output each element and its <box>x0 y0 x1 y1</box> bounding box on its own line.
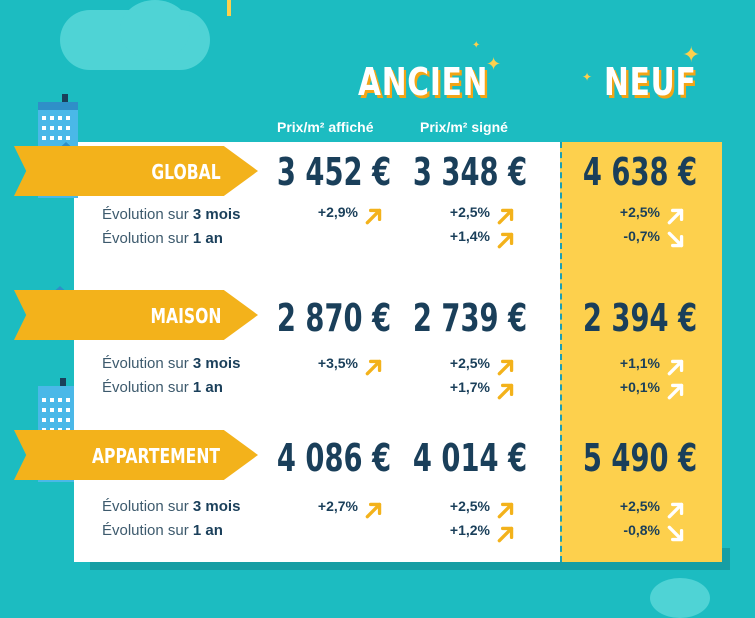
affiche-3m-value: +2,7% <box>317 498 358 514</box>
evolution-3-mois-label: Évolution sur 3 mois <box>102 498 241 515</box>
arrow-up-right-icon <box>667 383 684 400</box>
arrow-up-right-icon <box>365 359 382 376</box>
arrow-up-right-icon <box>667 502 684 519</box>
price-affiche: 2 870 € <box>276 296 392 340</box>
price-neuf: 2 394 € <box>582 296 698 340</box>
neuf-3m-value: +2,5% <box>619 498 660 514</box>
neuf-3m-value: +1,1% <box>619 355 660 371</box>
price-neuf: 4 638 € <box>582 150 698 194</box>
ribbon-label: MAISON <box>150 304 222 328</box>
evolution-1-an-label: Évolution sur 1 an <box>102 230 223 247</box>
arrow-up-right-icon <box>667 208 684 225</box>
neuf-1a-value: -0,7% <box>623 228 660 244</box>
signe-1a-value: +1,7% <box>449 379 490 395</box>
neuf-1a-value: -0,8% <box>623 522 660 538</box>
signe-3m-value: +2,5% <box>449 204 490 220</box>
ribbon-label: APPARTEMENT <box>91 444 221 468</box>
neuf-3m-value: +2,5% <box>619 204 660 220</box>
ribbon-global: GLOBAL <box>14 146 258 196</box>
ribbon-maison: MAISON <box>14 290 258 340</box>
signe-3m-value: +2,5% <box>449 498 490 514</box>
arrow-down-right-icon <box>667 525 684 542</box>
price-signe: 4 014 € <box>412 436 528 480</box>
cloud-decoration <box>120 0 190 60</box>
signe-1a-value: +1,4% <box>449 228 490 244</box>
ribbon-label: GLOBAL <box>151 160 221 184</box>
arrow-up-right-icon <box>497 383 514 400</box>
ancien-header: ANCIEN <box>358 60 489 104</box>
evolution-1-an-label: Évolution sur 1 an <box>102 522 223 539</box>
arrow-up-right-icon <box>497 526 514 543</box>
arrow-up-right-icon <box>497 359 514 376</box>
affiche-3m-value: +2,9% <box>317 204 358 220</box>
column-header-affiche: Prix/m² affiché <box>277 119 374 135</box>
sparkle-icon: ✦ <box>486 54 502 74</box>
evolution-3-mois-label: Évolution sur 3 mois <box>102 206 241 223</box>
price-neuf: 5 490 € <box>582 436 698 480</box>
ancien-panel <box>74 142 560 562</box>
arrow-up-right-icon <box>667 359 684 376</box>
price-affiche: 4 086 € <box>276 436 392 480</box>
arrow-up-right-icon <box>497 232 514 249</box>
ribbon-appartement: APPARTEMENT <box>14 430 258 480</box>
arrow-up-right-icon <box>365 208 382 225</box>
column-header-signe: Prix/m² signé <box>420 119 508 135</box>
affiche-3m-value: +3,5% <box>317 355 358 371</box>
price-affiche: 3 452 € <box>276 150 392 194</box>
arrow-up-right-icon <box>497 502 514 519</box>
arrow-down-right-icon <box>667 231 684 248</box>
signe-3m-value: +2,5% <box>449 355 490 371</box>
sparkle-icon <box>227 0 231 16</box>
price-signe: 2 739 € <box>412 296 528 340</box>
arrow-up-right-icon <box>365 502 382 519</box>
sparkle-icon: ✦ <box>682 42 701 67</box>
neuf-1a-value: +0,1% <box>619 379 660 395</box>
signe-1a-value: +1,2% <box>449 522 490 538</box>
arrow-up-right-icon <box>497 208 514 225</box>
sparkle-icon: ✦ <box>582 70 593 84</box>
neuf-header: NEUF <box>604 60 697 104</box>
cloud-decoration <box>650 578 710 618</box>
neuf-panel <box>560 142 722 562</box>
evolution-3-mois-label: Évolution sur 3 mois <box>102 355 241 372</box>
evolution-1-an-label: Évolution sur 1 an <box>102 379 223 396</box>
price-signe: 3 348 € <box>412 150 528 194</box>
sparkle-icon: ✦ <box>472 40 481 51</box>
